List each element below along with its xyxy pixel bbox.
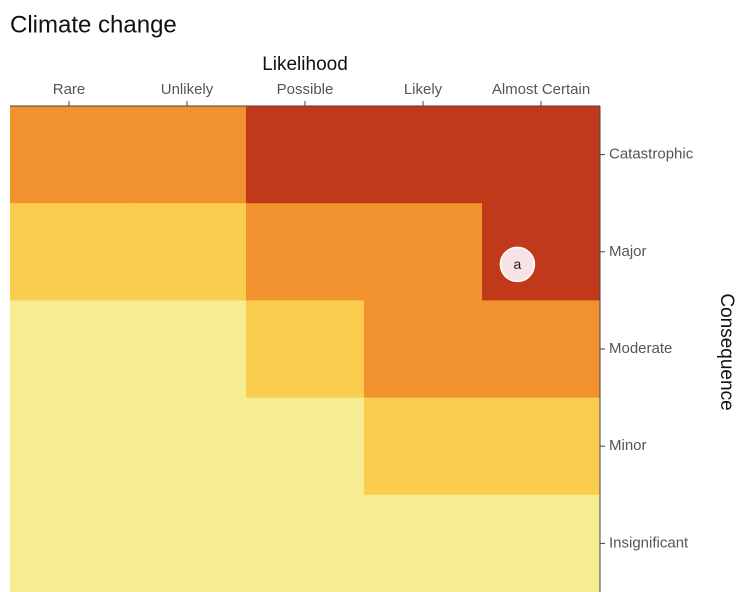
cell	[364, 494, 483, 592]
y-tick-label: Catastrophic	[609, 146, 694, 163]
cell	[10, 494, 129, 592]
cell	[10, 203, 129, 301]
cell	[364, 300, 483, 399]
cell	[246, 300, 365, 399]
annotation-label: a	[514, 256, 522, 272]
x-tick-label: Unlikely	[161, 81, 214, 98]
cell	[10, 106, 129, 204]
cell	[364, 106, 483, 204]
annotation-marker	[499, 246, 536, 283]
cell	[10, 397, 129, 496]
y-axis-title: Consequence	[716, 293, 737, 410]
y-tick-label: Major	[609, 243, 647, 260]
y-tick-label: Minor	[609, 437, 647, 454]
cell	[364, 203, 483, 301]
cell	[364, 397, 483, 496]
cell	[246, 203, 365, 301]
cell	[482, 106, 601, 204]
cell	[482, 494, 601, 592]
x-tick-label: Almost Certain	[492, 81, 590, 98]
cell	[128, 203, 247, 301]
cell	[128, 106, 247, 204]
chart-title: Climate change	[10, 11, 177, 38]
cell	[482, 203, 601, 301]
x-tick-label: Possible	[277, 81, 334, 98]
x-axis-title: Likelihood	[262, 54, 348, 75]
cell	[246, 397, 365, 496]
cell	[246, 494, 365, 592]
cell	[128, 300, 247, 399]
x-tick-label: Rare	[53, 81, 86, 98]
cell	[128, 397, 247, 496]
y-tick-label: Moderate	[609, 340, 672, 357]
x-tick-label: Likely	[404, 81, 443, 98]
cell	[246, 106, 365, 204]
cell	[482, 397, 601, 496]
cell	[482, 300, 601, 399]
cell	[10, 300, 129, 399]
y-tick-label: Insignificant	[609, 534, 689, 551]
cell	[128, 494, 247, 592]
